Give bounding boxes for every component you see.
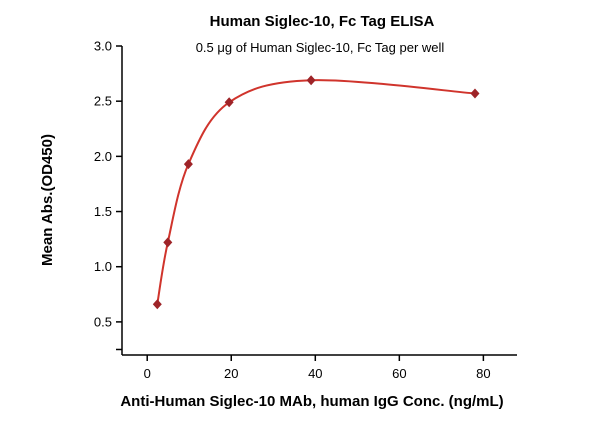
chart-title: Human Siglec-10, Fc Tag ELISA <box>210 13 435 30</box>
x-tick-label: 60 <box>392 366 406 381</box>
chart-subtitle: 0.5 μg of Human Siglec-10, Fc Tag per we… <box>196 40 445 55</box>
data-point-marker <box>183 159 193 170</box>
x-tick-label: 80 <box>476 366 490 381</box>
data-point-marker <box>152 299 162 310</box>
y-axis-label: Mean Abs.(OD450) <box>39 134 56 266</box>
fit-curve <box>156 79 476 306</box>
data-point-marker <box>470 88 480 99</box>
plot-area: 0 20 40 60 80 0.5 1.0 1.5 2.0 2.5 3.0 <box>94 39 517 381</box>
data-point-marker <box>306 75 316 86</box>
x-axis-label: Anti-Human Siglec-10 MAb, human IgG Conc… <box>120 393 503 410</box>
y-tick-label: 1.5 <box>94 204 112 219</box>
data-point-marker <box>224 97 234 108</box>
y-tick-label: 1.0 <box>94 259 112 274</box>
y-tick-label: 2.5 <box>94 94 112 109</box>
y-tick-label: 2.0 <box>94 149 112 164</box>
x-tick-label: 40 <box>308 366 322 381</box>
y-tick-label: 3.0 <box>94 39 112 54</box>
x-tick-label: 0 <box>144 366 151 381</box>
x-tick-label: 20 <box>224 366 238 381</box>
data-point-marker <box>163 237 173 248</box>
y-tick-label: 0.5 <box>94 314 112 329</box>
